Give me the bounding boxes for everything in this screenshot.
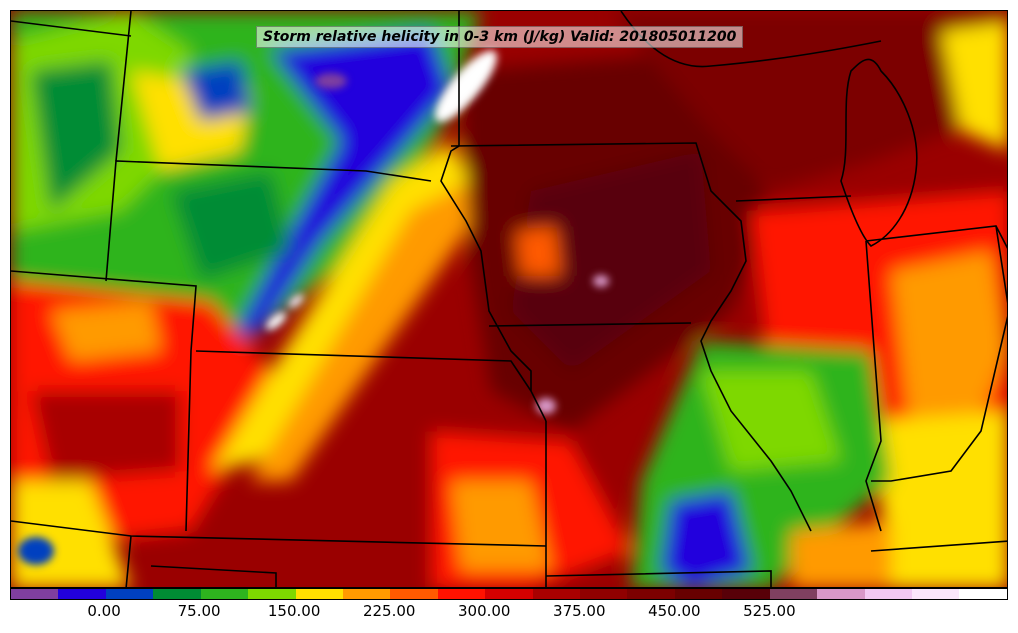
boundary-line-1 [11,270,197,532]
colorbar-swatch [532,589,581,599]
colorbar-swatch [817,589,865,599]
colorbar-swatch [248,589,296,599]
boundary-line-12 [545,570,772,587]
field-sw-dark [31,391,181,481]
colorbar-tick-label: 525.00 [743,602,796,620]
colorbar-swatch [58,589,106,599]
colorbar-swatch [769,589,818,599]
boundary-line-15 [865,240,882,532]
field-north-dark [611,11,1007,191]
field-purple-dot-1 [593,275,609,287]
colorbar-swatch [959,589,1007,599]
field-se-blue [661,491,751,587]
boundary-line-4 [11,20,132,37]
colorbar-swatch [580,589,628,599]
field-nw-blue-patch [181,61,251,121]
colorbar-swatch [864,589,913,599]
colorbar-tick-label: 300.00 [457,602,511,620]
boundary-line-5 [195,350,547,422]
colorbar-swatch [200,589,249,599]
helicity-field-accents [18,50,609,565]
boundary-line-3 [105,160,432,282]
colorbar-swatch [295,589,343,599]
field-nw-darkgreen2 [171,171,291,281]
field-east-orange [891,251,1007,441]
field-nw-blue-band [231,31,451,341]
colorbar-swatch [912,589,960,599]
boundary-line-7 [450,142,812,532]
state-boundaries [11,11,1007,587]
colorbar-tick-label: 450.00 [648,602,701,620]
colorbar-swatch [722,589,770,599]
field-white-streak-1 [266,312,286,330]
colorbar-swatch [627,589,675,599]
field-east-yellow [941,21,1007,151]
colorbar-swatch [485,589,533,599]
colorbar-tick-label: 75.00 [177,602,221,620]
colorbar-swatch [437,589,486,599]
boundary-line-17 [870,540,1007,552]
boundary-line-16 [871,225,1007,482]
field-se-yellow [701,371,841,471]
field-lake-white [435,50,497,122]
colorbar-swatch [153,589,201,599]
field-white-streak-2 [288,294,304,308]
field-south-orange [451,481,551,571]
field-sw-orange [51,301,161,361]
helicity-field [11,11,1007,587]
colorbar-swatch [674,589,723,599]
boundary-line-8 [488,322,692,327]
colorbar-swatch [105,589,154,599]
field-band-orange [251,181,481,481]
colorbar-swatch [390,589,438,599]
colorbar-swatch [11,589,59,599]
field-center-hotspot [516,226,561,276]
boundary-line-13 [735,195,852,202]
boundary-line-6 [440,11,532,391]
colorbar-tick-label: 150.00 [267,602,321,620]
boundary-line-11 [125,535,132,587]
field-blue-patch-sw [18,537,54,565]
boundary-line-18 [150,565,277,587]
lake-michigan-outline [840,58,918,247]
map-title: Storm relative helicity in 0-3 km (J/kg)… [256,26,744,48]
field-east-yellow2 [871,411,1007,587]
colorbar-tick-label: 0.00 [87,602,121,620]
field-nw-darkgreen [31,61,121,211]
field-center-core2 [511,151,711,371]
colorbar [10,588,1008,600]
colorbar-tick-labels: 0.00 75.00 150.00 225.00 300.00 375.00 450.00 5… [10,600,1008,630]
field-se-orange [791,521,891,587]
colorbar-tick-label: 225.00 [362,602,416,620]
field-purple-patch-nw [315,73,347,89]
colorbar-tick-label: 375.00 [553,602,606,620]
srh-map: Storm relative helicity in 0-3 km (J/kg)… [10,10,1008,588]
srh-field-map [11,11,1007,587]
colorbar-swatch [342,589,391,599]
